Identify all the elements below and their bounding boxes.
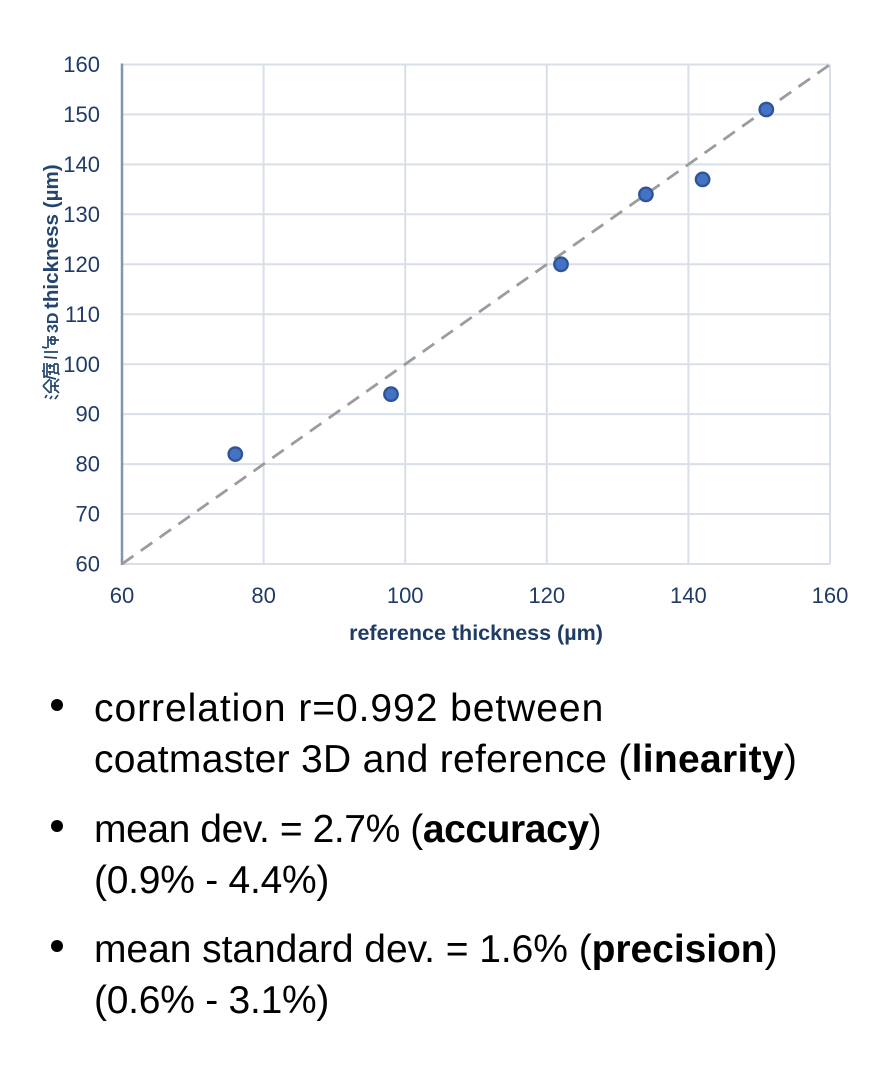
svg-text:reference thickness (µm): reference thickness (µm) (349, 621, 603, 645)
svg-text:90: 90 (76, 402, 100, 427)
svg-text:3D: 3D (45, 313, 62, 333)
svg-text:140: 140 (670, 583, 707, 608)
svg-text:100: 100 (63, 352, 100, 377)
svg-text:120: 120 (63, 252, 100, 277)
svg-text:thickness (µm): thickness (µm) (40, 164, 63, 309)
svg-text:80: 80 (76, 452, 100, 477)
svg-text:130: 130 (63, 202, 100, 227)
svg-text:140: 140 (63, 152, 100, 177)
svg-text:70: 70 (76, 502, 100, 527)
svg-text:60: 60 (110, 583, 134, 608)
svg-text:120: 120 (528, 583, 565, 608)
svg-text:150: 150 (63, 102, 100, 127)
svg-text:110: 110 (65, 302, 100, 327)
svg-text:100: 100 (387, 583, 424, 608)
svg-text:160: 160 (63, 52, 100, 77)
svg-text:60: 60 (76, 552, 100, 577)
svg-text:160: 160 (812, 583, 849, 608)
svg-text:80: 80 (251, 583, 275, 608)
